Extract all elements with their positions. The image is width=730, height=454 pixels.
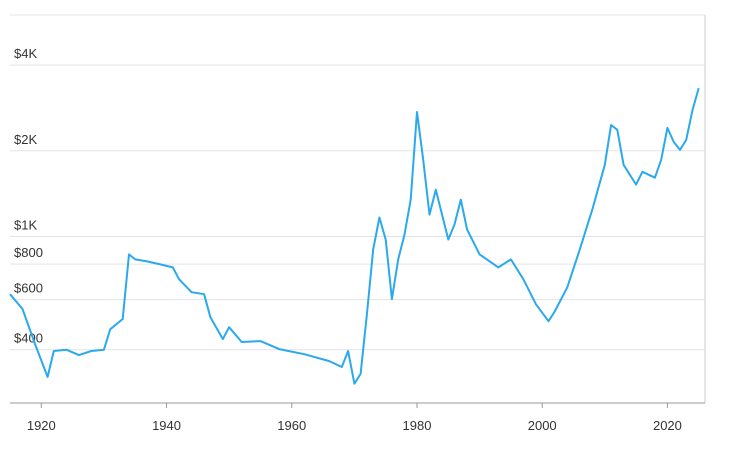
y-tick-label: $1K (14, 217, 37, 232)
y-tick-label: $4K (14, 46, 37, 61)
x-tick-label: 1960 (277, 418, 306, 433)
x-tick-label: 2020 (653, 418, 682, 433)
x-tick-label: 1920 (27, 418, 56, 433)
y-tick-label: $2K (14, 132, 37, 147)
y-tick-label: $800 (14, 245, 43, 260)
y-tick-label: $600 (14, 281, 43, 296)
x-tick-label: 1980 (403, 418, 432, 433)
x-tick-label: 2000 (528, 418, 557, 433)
data-line (9, 87, 700, 385)
y-tick-label: $400 (14, 331, 43, 346)
x-tick-label: 1940 (152, 418, 181, 433)
